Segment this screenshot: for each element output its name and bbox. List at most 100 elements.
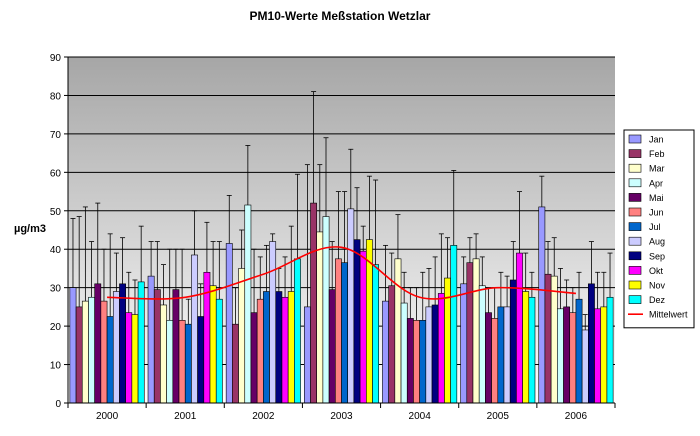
bar-okt-2000: [125, 312, 133, 404]
legend-swatch-mar: [628, 163, 642, 173]
bar-jan-2005: [460, 283, 468, 404]
bar-jul-2001: [184, 323, 192, 404]
bar-nov-2002: [287, 291, 295, 404]
bar-jul-2003: [341, 262, 348, 404]
bar-jun-2005: [491, 318, 499, 404]
bar-dez-2001: [215, 298, 223, 404]
x-tick-label: 2004: [409, 411, 432, 422]
bar-nov-2005: [522, 291, 530, 404]
bar-feb-2000: [75, 306, 83, 404]
y-axis-label: µg/m3: [14, 223, 46, 235]
bar-jun-2004: [413, 320, 420, 404]
legend-swatch-jun: [628, 207, 642, 217]
chart-title: PM10-Werte Meßstation Wetzlar: [250, 9, 431, 23]
bar-jul-2000: [106, 316, 114, 404]
bar-jul-2006: [575, 298, 583, 404]
legend-swatch-apr: [628, 178, 642, 188]
bar-jan-2003: [303, 306, 311, 404]
bar-feb-2006: [544, 273, 552, 404]
bar-feb-2003: [310, 202, 317, 404]
legend-label-sep: Sep: [649, 251, 665, 261]
bar-jan-2000: [69, 287, 77, 404]
y-tick-label: 0: [55, 399, 61, 410]
bar-jan-2001: [147, 275, 155, 404]
legend: Jan Feb Mar Apr Mai Jun Jul Aug Sep Okt Nov Dez Mitt…: [623, 129, 695, 329]
legend-swatch-nov: [628, 280, 642, 290]
bar-apr-2002: [244, 204, 252, 404]
bar-mar-2005: [472, 258, 480, 404]
bar-okt-2002: [281, 296, 289, 404]
legend-swatch-dez: [628, 295, 642, 304]
y-tick-label: 10: [50, 361, 62, 372]
bar-apr-2000: [88, 296, 95, 404]
bar-mar-2002: [238, 268, 246, 404]
legend-label-apr: Apr: [649, 178, 663, 188]
legend-swatch-aug: [628, 236, 642, 246]
legend-swatch-mai: [628, 193, 642, 202]
bar-feb-2005: [466, 262, 474, 404]
bar-aug-2004: [425, 306, 433, 404]
legend-swatch-okt: [628, 266, 642, 275]
bar-apr-2001: [166, 320, 174, 404]
legend-label-jun: Jun: [649, 208, 664, 218]
bar-mai-2000: [94, 283, 102, 404]
x-tick-label: 2000: [96, 411, 119, 422]
y-tick-label: 40: [50, 245, 62, 256]
bar-mar-2004: [394, 258, 402, 404]
bar-apr-2003: [322, 216, 330, 404]
bar-okt-2005: [516, 252, 523, 404]
bar-aug-2006: [581, 329, 589, 404]
bar-dez-2000: [137, 281, 145, 404]
legend-swatch-sep: [628, 251, 642, 261]
bar-okt-2003: [359, 250, 367, 404]
bar-sep-2002: [275, 291, 283, 404]
bar-aug-2001: [191, 254, 198, 404]
bar-jun-2001: [178, 320, 186, 404]
bar-aug-2000: [112, 291, 120, 404]
bar-jan-2006: [538, 206, 546, 404]
bar-dez-2003: [372, 264, 379, 404]
bar-apr-2004: [400, 302, 408, 404]
x-tick-label: 2005: [487, 411, 510, 422]
y-tick-label: 30: [50, 284, 62, 295]
bar-nov-2001: [209, 285, 217, 404]
bar-jul-2004: [419, 320, 427, 404]
y-tick-label: 20: [50, 322, 62, 333]
legend-label-mar: Mar: [649, 164, 665, 174]
bar-mai-2003: [328, 289, 336, 404]
bar-feb-2002: [232, 323, 239, 404]
legend-label-dez: Dez: [649, 295, 666, 305]
bar-aug-2003: [347, 208, 355, 404]
bar-apr-2006: [557, 308, 564, 404]
bar-mai-2004: [406, 318, 414, 404]
legend-label-jan: Jan: [649, 135, 664, 145]
bar-nov-2000: [131, 314, 139, 404]
x-tick-label: 2002: [252, 411, 275, 422]
bar-mar-2006: [550, 275, 558, 404]
x-tick-label: 2006: [565, 411, 588, 422]
bar-mar-2001: [160, 304, 167, 404]
legend-label-okt: Okt: [649, 266, 664, 276]
bar-jul-2005: [497, 306, 505, 404]
bar-mar-2003: [316, 231, 324, 404]
legend-label-feb: Feb: [649, 149, 665, 159]
bar-sep-2006: [588, 283, 595, 404]
bar-jun-2002: [256, 298, 264, 404]
bar-jun-2003: [334, 258, 342, 404]
bar-mar-2000: [81, 300, 89, 404]
bar-aug-2005: [503, 306, 511, 404]
legend-swatch-jan: [628, 134, 642, 144]
bar-mai-2002: [250, 312, 258, 404]
bar-jan-2004: [382, 300, 389, 404]
bar-jun-2006: [569, 312, 577, 404]
bar-sep-2004: [431, 304, 439, 404]
bar-sep-2000: [119, 283, 126, 404]
bar-jun-2000: [100, 300, 108, 404]
bar-okt-2006: [594, 308, 602, 404]
x-tick-label: 2001: [174, 411, 197, 422]
bar-jan-2002: [225, 243, 233, 404]
bar-nov-2006: [600, 306, 608, 404]
bar-feb-2004: [388, 285, 396, 404]
bar-sep-2003: [353, 239, 361, 404]
